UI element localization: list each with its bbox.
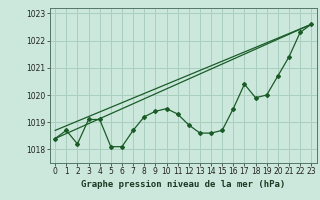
X-axis label: Graphe pression niveau de la mer (hPa): Graphe pression niveau de la mer (hPa) [81,180,285,189]
